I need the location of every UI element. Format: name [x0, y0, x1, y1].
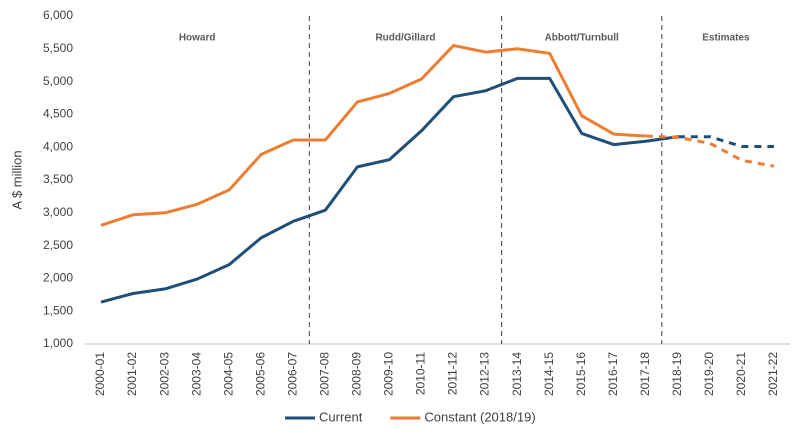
period-label: Abbott/Turnbull: [545, 33, 619, 44]
y-tick-label: 3,500: [43, 172, 73, 186]
x-tick-label: 2016-17: [606, 352, 620, 396]
x-tick-label: 2019-20: [702, 352, 716, 396]
y-tick-label: 1,000: [43, 336, 73, 350]
x-tick-label: 2018-19: [670, 352, 684, 396]
x-tick-label: 2011-12: [446, 352, 460, 395]
y-tick-label: 1,500: [43, 303, 73, 317]
y-tick-label: 5,500: [43, 41, 73, 55]
period-label: Rudd/Gillard: [375, 33, 435, 44]
x-tick-label: 2013-14: [510, 352, 524, 396]
x-tick-label: 2005-06: [253, 352, 267, 396]
x-tick-label: 2000-01: [93, 352, 107, 396]
x-tick-label: 2017-18: [638, 352, 652, 396]
x-tick-label: 2003-04: [189, 352, 203, 396]
x-tick-label: 2015-16: [574, 352, 588, 396]
y-tick-label: 2,500: [43, 238, 73, 252]
y-tick-label: 4,000: [43, 139, 73, 153]
line-series: [100, 44, 646, 227]
line-series-estimate: [645, 134, 775, 168]
y-axis-label: A $ million: [9, 150, 24, 209]
period-label: Estimates: [702, 33, 750, 44]
legend-label: Constant (2018/19): [424, 409, 535, 424]
y-tick-label: 5,000: [43, 74, 73, 88]
y-tick-label: 6,000: [43, 8, 73, 22]
y-tick-label: 4,500: [43, 107, 73, 121]
y-tick-label: 3,000: [43, 205, 73, 219]
line-series: [100, 76, 679, 304]
x-tick-label: 2010-11: [414, 352, 428, 395]
x-tick-label: 2008-09: [350, 352, 364, 396]
x-tick-label: 2007-08: [318, 352, 332, 396]
x-tick-label: 2012-13: [478, 352, 492, 396]
x-tick-label: 2004-05: [221, 352, 235, 396]
y-tick-label: 2,000: [43, 271, 73, 285]
x-tick-label: 2014-15: [542, 352, 556, 396]
x-tick-label: 2006-07: [285, 352, 299, 396]
x-tick-label: 2009-10: [382, 352, 396, 396]
x-tick-label: 2021-22: [766, 352, 780, 396]
x-tick-label: 2020-21: [734, 352, 748, 396]
legend-label: Current: [319, 409, 363, 424]
x-tick-label: 2002-03: [157, 352, 171, 396]
line-series-estimate: [677, 135, 774, 149]
period-label: Howard: [179, 33, 216, 44]
x-tick-label: 2001-02: [125, 352, 139, 396]
